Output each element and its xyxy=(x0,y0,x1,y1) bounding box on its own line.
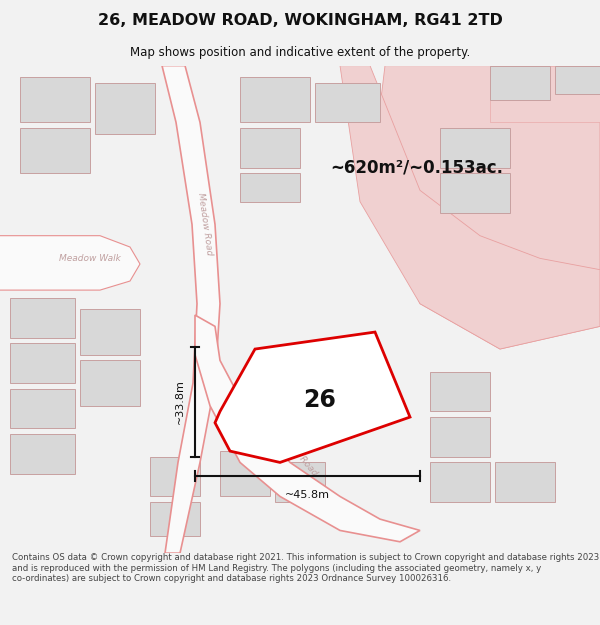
Polygon shape xyxy=(555,66,600,94)
Polygon shape xyxy=(315,82,380,122)
Polygon shape xyxy=(10,298,75,338)
Text: Meadow Road: Meadow Road xyxy=(196,192,214,256)
Text: ~33.8m: ~33.8m xyxy=(175,379,185,424)
Polygon shape xyxy=(275,462,325,502)
Polygon shape xyxy=(20,77,90,122)
Text: Contains OS data © Crown copyright and database right 2021. This information is : Contains OS data © Crown copyright and d… xyxy=(12,553,599,583)
Text: 26: 26 xyxy=(304,388,337,412)
Polygon shape xyxy=(150,457,200,496)
Polygon shape xyxy=(80,309,140,355)
Text: ~45.8m: ~45.8m xyxy=(285,489,330,499)
Polygon shape xyxy=(490,66,600,122)
Text: Meadow Road: Meadow Road xyxy=(271,424,319,478)
Text: 26, MEADOW ROAD, WOKINGHAM, RG41 2TD: 26, MEADOW ROAD, WOKINGHAM, RG41 2TD xyxy=(98,13,502,28)
Polygon shape xyxy=(240,128,300,168)
Polygon shape xyxy=(440,173,510,213)
Polygon shape xyxy=(20,128,90,173)
Polygon shape xyxy=(10,343,75,383)
Polygon shape xyxy=(0,236,140,290)
Polygon shape xyxy=(220,451,270,496)
Polygon shape xyxy=(10,389,75,428)
Polygon shape xyxy=(370,66,600,349)
Polygon shape xyxy=(215,332,410,462)
Polygon shape xyxy=(150,502,200,536)
Text: Meadow Walk: Meadow Walk xyxy=(59,254,121,263)
Polygon shape xyxy=(95,82,155,134)
Polygon shape xyxy=(240,173,300,202)
Polygon shape xyxy=(490,66,550,99)
Polygon shape xyxy=(195,315,420,542)
Text: ~620m²/~0.153ac.: ~620m²/~0.153ac. xyxy=(330,159,503,177)
Polygon shape xyxy=(80,361,140,406)
Polygon shape xyxy=(495,462,555,502)
Polygon shape xyxy=(440,128,510,168)
Polygon shape xyxy=(430,462,490,502)
Polygon shape xyxy=(240,77,310,122)
Polygon shape xyxy=(430,417,490,457)
Polygon shape xyxy=(10,434,75,474)
Polygon shape xyxy=(162,66,220,553)
Text: Map shows position and indicative extent of the property.: Map shows position and indicative extent… xyxy=(130,46,470,59)
Polygon shape xyxy=(430,372,490,411)
Polygon shape xyxy=(340,66,600,349)
